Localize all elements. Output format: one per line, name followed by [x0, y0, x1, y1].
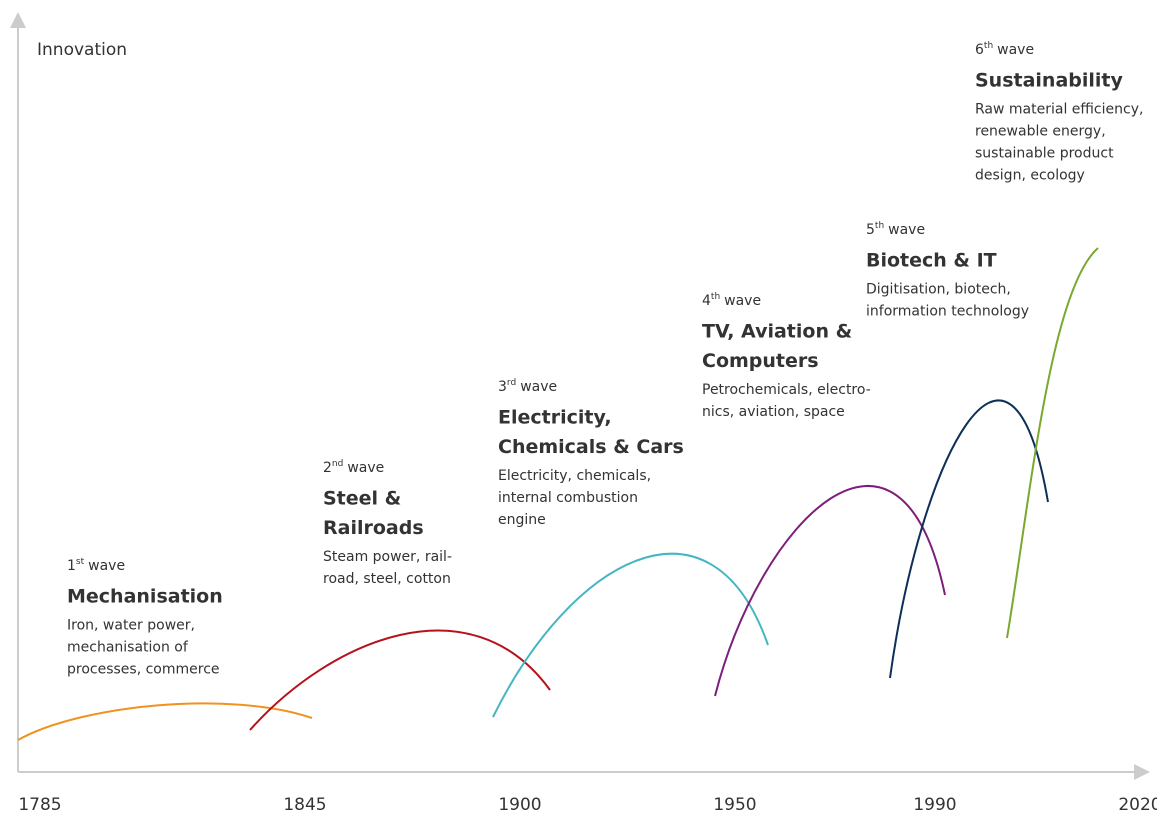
wave-description: processes, commerce: [67, 662, 220, 678]
wave-ordinal: 3rd wave: [498, 378, 557, 396]
wave-description: Steam power, rail-: [323, 549, 452, 565]
ordinal-suffix: st: [76, 557, 85, 567]
wave-ordinal: 1st wave: [67, 557, 125, 575]
wave-description: Electricity, chemicals,: [498, 468, 651, 484]
wave-description: information technology: [866, 304, 1029, 320]
wave-description: internal combustion: [498, 490, 638, 506]
y-arrow: [10, 12, 26, 28]
ordinal-suffix: th: [875, 221, 884, 231]
x-label: 1900: [498, 795, 541, 815]
x-label: 1845: [283, 795, 326, 815]
wave-title: Sustainability: [975, 70, 1124, 92]
ordinal-word: wave: [724, 293, 761, 309]
ordinal-number: 2: [323, 460, 332, 476]
wave-title: Electricity,: [498, 407, 612, 429]
wave-curve: [249, 629, 551, 731]
ordinal-number: 4: [702, 293, 711, 309]
x-arrow: [1134, 764, 1150, 780]
wave-description: design, ecology: [975, 168, 1085, 184]
wave-curve: [17, 702, 313, 741]
wave-title: Computers: [702, 350, 819, 372]
ordinal-word: wave: [888, 222, 925, 238]
ordinal-number: 5: [866, 222, 875, 238]
wave-title: Steel &: [323, 488, 401, 510]
x-label: 2020: [1118, 795, 1157, 815]
wave-ordinal: 5th wave: [866, 221, 925, 239]
wave-description: nics, aviation, space: [702, 404, 845, 420]
wave-curve: [492, 552, 769, 718]
wave-title: Railroads: [323, 517, 424, 539]
wave-title: Chemicals & Cars: [498, 436, 684, 458]
wave-description: Iron, water power,: [67, 618, 195, 634]
y-label: Innovation: [37, 40, 127, 60]
wave-description: mechanisation of: [67, 640, 189, 656]
ordinal-suffix: nd: [332, 459, 343, 469]
ordinal-word: wave: [997, 42, 1034, 58]
wave-description: sustainable product: [975, 146, 1114, 162]
ordinal-number: 6: [975, 42, 984, 58]
x-label: 1785: [18, 795, 61, 815]
wave-description: renewable energy,: [975, 124, 1106, 140]
wave-ordinal: 4th wave: [702, 292, 761, 310]
wave-title: Biotech & IT: [866, 250, 997, 272]
wave-title: TV, Aviation &: [702, 321, 852, 343]
ordinal-suffix: rd: [507, 378, 516, 388]
wave-ordinal: 2nd wave: [323, 459, 384, 477]
ordinal-suffix: th: [984, 41, 993, 51]
ordinal-word: wave: [88, 558, 125, 574]
ordinal-word: wave: [520, 379, 557, 395]
x-label: 1990: [913, 795, 956, 815]
wave-description: Digitisation, biotech,: [866, 282, 1011, 298]
wave-curve: [889, 399, 1049, 679]
wave-description: Petrochemicals, electro-: [702, 382, 871, 398]
wave-ordinal: 6th wave: [975, 41, 1034, 59]
wave-title: Mechanisation: [67, 586, 223, 608]
ordinal-suffix: th: [711, 292, 720, 302]
ordinal-number: 1: [67, 558, 76, 574]
x-label: 1950: [713, 795, 756, 815]
wave-curve: [714, 484, 946, 697]
wave-description: road, steel, cotton: [323, 571, 451, 587]
ordinal-word: wave: [347, 460, 384, 476]
ordinal-number: 3: [498, 379, 507, 395]
wave-description: engine: [498, 512, 546, 528]
wave-curve: [1006, 247, 1099, 639]
wave-description: Raw material efficiency,: [975, 102, 1143, 118]
